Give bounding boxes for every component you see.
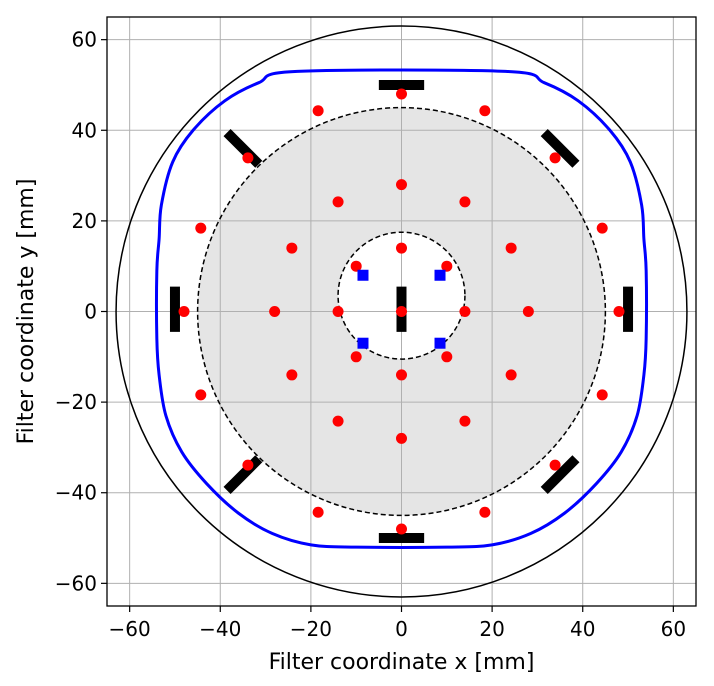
points-layer xyxy=(178,88,625,535)
red-point xyxy=(269,306,281,317)
shaded-circle xyxy=(196,106,607,517)
red-point xyxy=(332,196,344,208)
x-tick-label: 60 xyxy=(661,617,686,641)
red-point xyxy=(441,351,453,363)
red-point xyxy=(396,88,407,100)
blue-square-point xyxy=(357,337,369,349)
x-tick-label: −60 xyxy=(109,617,151,641)
red-point xyxy=(195,222,207,234)
red-point xyxy=(479,105,491,117)
red-point xyxy=(242,459,254,471)
y-axis-label: Filter coordinate y [mm] xyxy=(14,179,39,445)
x-tick-label: −40 xyxy=(199,617,241,641)
outer-circle xyxy=(115,25,688,598)
red-point xyxy=(459,306,471,317)
red-point xyxy=(459,196,471,208)
red-point xyxy=(479,506,491,518)
red-point xyxy=(286,369,298,381)
blue-outline xyxy=(155,68,648,549)
red-point xyxy=(459,415,471,427)
y-tick-label: 0 xyxy=(84,300,97,324)
red-point xyxy=(396,242,407,254)
shaded-annulus xyxy=(197,107,606,516)
red-point xyxy=(396,432,407,444)
black-bar xyxy=(223,128,263,168)
red-point xyxy=(350,351,362,363)
red-point xyxy=(396,523,407,535)
x-tick-label: −20 xyxy=(290,617,332,641)
black-bar xyxy=(223,455,263,495)
shapes-layer xyxy=(115,25,688,598)
red-point xyxy=(522,306,534,317)
blue-square-point xyxy=(357,269,369,281)
x-tick-label: 20 xyxy=(479,617,504,641)
red-point xyxy=(332,306,344,317)
y-tick-label: −60 xyxy=(55,571,97,595)
red-point xyxy=(286,242,298,254)
blue-square-point xyxy=(434,269,446,281)
red-point xyxy=(312,105,324,117)
x-tick-label: 0 xyxy=(395,617,408,641)
red-point xyxy=(549,459,561,471)
black-bar xyxy=(540,128,580,168)
filled-regions xyxy=(197,107,606,516)
red-point xyxy=(396,306,407,317)
red-point xyxy=(242,152,254,164)
inner-circle xyxy=(337,231,466,360)
red-point xyxy=(396,369,407,381)
red-point xyxy=(505,242,517,254)
black-bar xyxy=(540,455,580,495)
blue-square-point xyxy=(434,337,446,349)
x-tick-label: 40 xyxy=(570,617,595,641)
red-point xyxy=(549,152,561,164)
y-tick-label: 60 xyxy=(72,28,97,52)
y-tick-label: 40 xyxy=(72,118,97,142)
red-point xyxy=(195,389,207,401)
red-point xyxy=(396,179,407,191)
red-point xyxy=(596,222,608,234)
y-tick-label: −20 xyxy=(55,390,97,414)
red-point xyxy=(441,260,453,272)
x-axis-label: Filter coordinate x [mm] xyxy=(269,650,535,675)
red-point xyxy=(312,506,324,518)
red-point xyxy=(178,306,190,317)
y-tick-label: −40 xyxy=(55,481,97,505)
red-point xyxy=(596,389,608,401)
red-point xyxy=(350,260,362,272)
red-point xyxy=(332,415,344,427)
red-point xyxy=(505,369,517,381)
grid-lines xyxy=(107,17,696,606)
axis-ticks: −60 −40 −20 0 20 40 60 −60 −40 −20 0 20 40 60 xyxy=(55,28,686,641)
y-tick-label: 20 xyxy=(72,209,97,233)
red-point xyxy=(613,306,625,317)
